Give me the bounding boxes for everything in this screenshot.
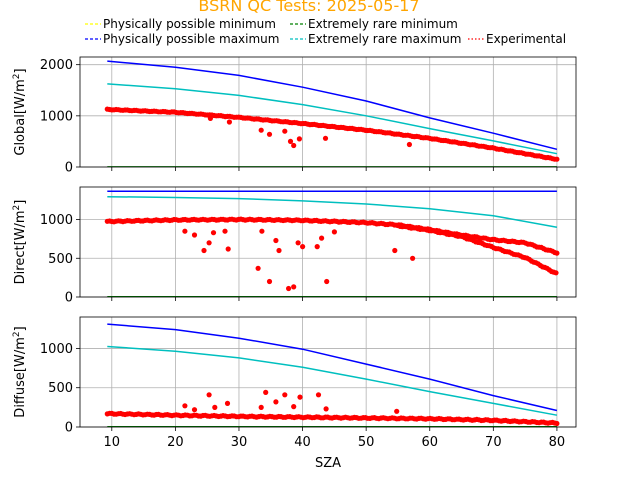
x-tick-label: 70 xyxy=(485,435,502,450)
data-point xyxy=(291,284,297,290)
data-point xyxy=(212,404,218,410)
data-point xyxy=(394,408,400,414)
legend-label: Extremely rare minimum xyxy=(308,17,458,31)
data-point xyxy=(331,229,337,235)
axes-frame xyxy=(79,316,577,428)
series-line xyxy=(107,60,558,151)
legend-entry: Extremely rare maximum xyxy=(290,32,461,46)
data-point xyxy=(276,247,282,254)
legend-label: Physically possible maximum xyxy=(103,32,279,46)
legend-entry: Extremely rare minimum xyxy=(290,17,458,31)
global-panel: 0 1000 2000 Global[W/m2] xyxy=(12,56,577,176)
axes-frame xyxy=(79,186,577,298)
legend-entry: Physically possible minimum xyxy=(85,17,276,31)
data-point xyxy=(266,278,273,285)
data-point xyxy=(226,119,232,125)
data-point xyxy=(222,228,228,234)
data-point xyxy=(258,404,264,410)
data-point xyxy=(297,394,303,400)
data-point xyxy=(182,403,188,409)
chart-title: BSRN QC Tests: 2025-05-17 xyxy=(198,0,419,15)
y-tick-label: 500 xyxy=(48,381,73,396)
legend-label: Extremely rare maximum xyxy=(308,32,461,46)
data-point xyxy=(210,230,217,236)
data-point xyxy=(554,420,560,427)
data-point xyxy=(324,278,330,285)
data-point xyxy=(291,142,297,149)
y-axis-label: Global[W/m2] xyxy=(12,68,28,155)
data-point xyxy=(406,141,412,148)
series-line xyxy=(107,345,558,416)
y-axis-label: Direct[W/m2] xyxy=(12,200,28,285)
plot-area xyxy=(104,323,560,427)
y-tick-label: 0 xyxy=(65,291,73,306)
data-point xyxy=(392,247,398,254)
data-point xyxy=(300,244,306,250)
y-axis-label: Diffuse[W/m2] xyxy=(12,326,28,417)
data-point xyxy=(182,228,188,234)
legend-entry: Experimental xyxy=(468,32,566,46)
legend-label: Physically possible minimum xyxy=(103,17,276,31)
series-line xyxy=(107,195,558,229)
data-point xyxy=(286,285,292,292)
x-tick-label: 50 xyxy=(358,435,375,450)
x-tick-label: 40 xyxy=(294,435,311,450)
data-point xyxy=(258,127,264,133)
data-point xyxy=(263,389,269,395)
data-point xyxy=(295,240,301,246)
series-line xyxy=(107,323,558,412)
data-point xyxy=(287,138,294,144)
diffuse-panel: 0 500 1000 10 20 30 40 50 60 70 80 Diffuse[W/m2] xyxy=(12,316,577,450)
data-point xyxy=(206,240,212,246)
data-point xyxy=(319,235,325,241)
x-axis-label: SZA xyxy=(315,456,341,471)
data-point xyxy=(206,392,212,398)
data-point xyxy=(255,265,261,271)
data-point xyxy=(224,400,231,406)
data-point xyxy=(259,228,265,234)
x-tick-label: 60 xyxy=(421,435,438,450)
legend-label: Experimental xyxy=(486,32,566,46)
data-point xyxy=(266,131,273,137)
data-point xyxy=(201,247,207,254)
data-point xyxy=(322,135,329,141)
y-tick-label: 1000 xyxy=(40,109,73,124)
direct-panel: 0 500 1000 Direct[W/m2] xyxy=(12,186,577,306)
data-point xyxy=(410,255,416,261)
x-tick-label: 30 xyxy=(231,435,248,450)
y-tick-label: 0 xyxy=(65,161,73,176)
y-tick-label: 1000 xyxy=(40,213,73,228)
data-point xyxy=(273,399,279,405)
plot-area xyxy=(104,60,560,167)
legend-entry: Physically possible maximum xyxy=(85,32,279,46)
data-point xyxy=(207,115,213,121)
data-point xyxy=(554,250,560,256)
data-point xyxy=(296,136,302,142)
data-point xyxy=(291,404,297,410)
y-tick-label: 0 xyxy=(65,421,73,436)
y-tick-label: 2000 xyxy=(40,58,73,73)
y-tick-label: 500 xyxy=(48,252,73,267)
data-point xyxy=(314,244,320,250)
data-point xyxy=(282,392,288,398)
data-point xyxy=(323,406,329,412)
data-point xyxy=(191,407,198,413)
x-tick-label: 10 xyxy=(104,435,121,450)
data-point xyxy=(553,270,559,276)
x-tick-label: 20 xyxy=(167,435,184,450)
data-point xyxy=(191,232,198,238)
axes-frame xyxy=(79,56,577,168)
x-tick-label: 80 xyxy=(549,435,566,450)
data-point xyxy=(554,156,560,162)
data-point xyxy=(225,246,231,252)
data-point xyxy=(273,237,279,244)
data-point xyxy=(315,392,322,398)
data-point xyxy=(282,128,288,134)
plot-area xyxy=(104,190,560,297)
series-line xyxy=(107,83,558,155)
y-tick-label: 1000 xyxy=(40,342,73,357)
